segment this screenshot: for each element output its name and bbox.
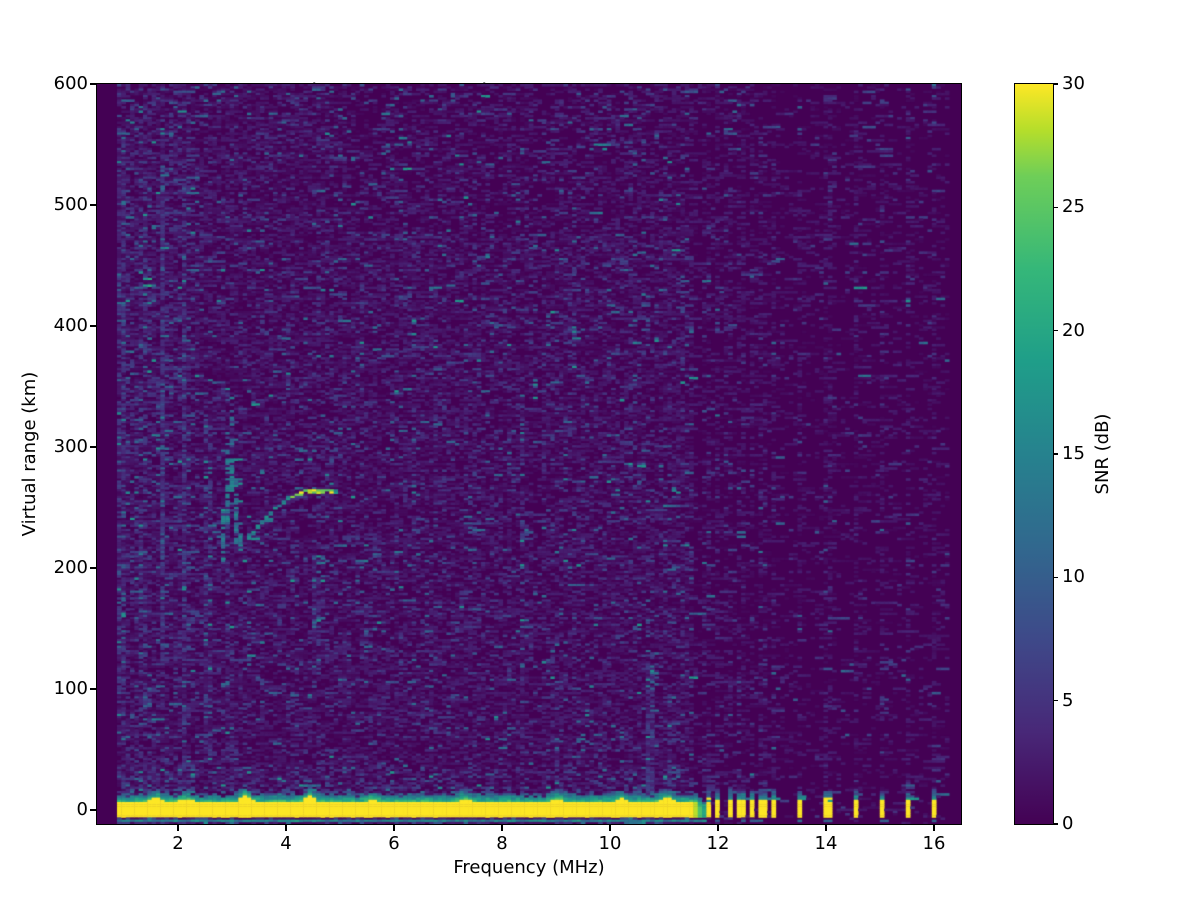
y-tick-label: 0 <box>76 798 88 820</box>
colorbar-tick-label: 0 <box>1062 813 1074 834</box>
x-tick-label: 16 <box>922 833 946 854</box>
y-tick-mark <box>90 809 96 811</box>
colorbar-tick-label: 25 <box>1062 196 1085 218</box>
y-tick-mark <box>90 688 96 690</box>
x-tick-label: 2 <box>172 833 184 854</box>
y-tick-label: 600 <box>53 73 88 94</box>
x-tick-mark <box>717 825 719 831</box>
y-tick-mark <box>90 567 96 569</box>
y-tick-mark <box>90 446 96 448</box>
x-tick-label: 8 <box>496 833 508 854</box>
x-tick-label: 10 <box>598 833 622 854</box>
x-tick-mark <box>501 825 503 831</box>
y-tick-label: 200 <box>53 556 88 578</box>
colorbar-tick-label: 10 <box>1062 566 1085 588</box>
x-tick-label: 6 <box>388 833 400 854</box>
colorbar-tick-label: 15 <box>1062 443 1085 464</box>
colorbar-tick-label: 30 <box>1062 73 1085 94</box>
y-axis-label: Virtual range (km) <box>19 371 40 537</box>
x-tick-mark <box>933 825 935 831</box>
y-tick-label: 400 <box>53 314 88 336</box>
colorbar-tick-mark <box>1053 83 1058 85</box>
colorbar-tick-mark <box>1053 453 1058 455</box>
x-axis-label: Frequency (MHz) <box>453 857 605 878</box>
y-tick-label: 500 <box>53 193 88 215</box>
x-tick-mark <box>609 825 611 831</box>
x-tick-mark <box>285 825 287 831</box>
x-tick-label: 12 <box>706 833 730 854</box>
x-tick-label: 14 <box>814 833 838 854</box>
x-tick-mark <box>825 825 827 831</box>
colorbar <box>1014 83 1054 825</box>
y-tick-mark <box>90 204 96 206</box>
ionogram-heatmap <box>97 84 961 824</box>
colorbar-label: SNR (dB) <box>1092 413 1113 495</box>
colorbar-tick-mark <box>1053 206 1058 209</box>
colorbar-tick-label: 5 <box>1062 689 1074 711</box>
colorbar-tick-mark <box>1053 330 1058 332</box>
x-tick-mark <box>393 825 395 831</box>
colorbar-tick-mark <box>1053 823 1058 825</box>
plot-area <box>96 83 962 825</box>
y-tick-mark <box>90 325 96 327</box>
colorbar-tick-mark <box>1053 576 1058 579</box>
colorbar-tick-mark <box>1053 700 1058 702</box>
x-tick-label: 4 <box>280 833 292 854</box>
x-tick-mark <box>177 825 179 831</box>
y-tick-mark <box>90 83 96 85</box>
y-tick-label: 300 <box>53 435 88 457</box>
y-tick-label: 100 <box>53 677 88 699</box>
colorbar-tick-label: 20 <box>1062 319 1085 341</box>
